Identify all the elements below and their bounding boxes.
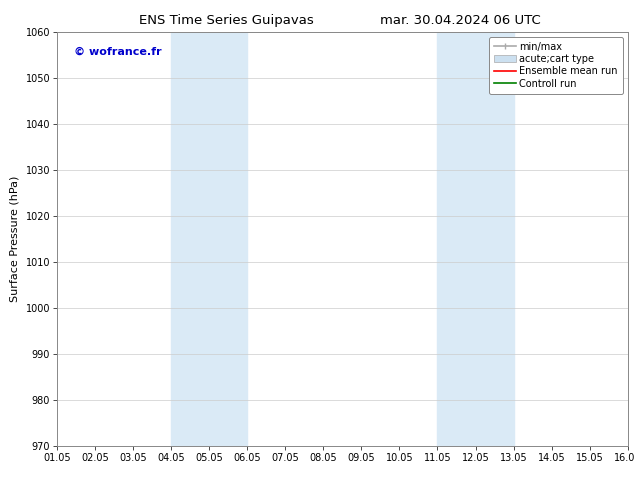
Y-axis label: Surface Pressure (hPa): Surface Pressure (hPa) <box>10 176 20 302</box>
Text: © wofrance.fr: © wofrance.fr <box>74 47 162 56</box>
Text: ENS Time Series Guipavas: ENS Time Series Guipavas <box>139 14 314 27</box>
Bar <box>437 32 514 446</box>
Text: mar. 30.04.2024 06 UTC: mar. 30.04.2024 06 UTC <box>380 14 541 27</box>
Legend: min/max, acute;cart type, Ensemble mean run, Controll run: min/max, acute;cart type, Ensemble mean … <box>489 37 623 94</box>
Bar <box>171 32 247 446</box>
